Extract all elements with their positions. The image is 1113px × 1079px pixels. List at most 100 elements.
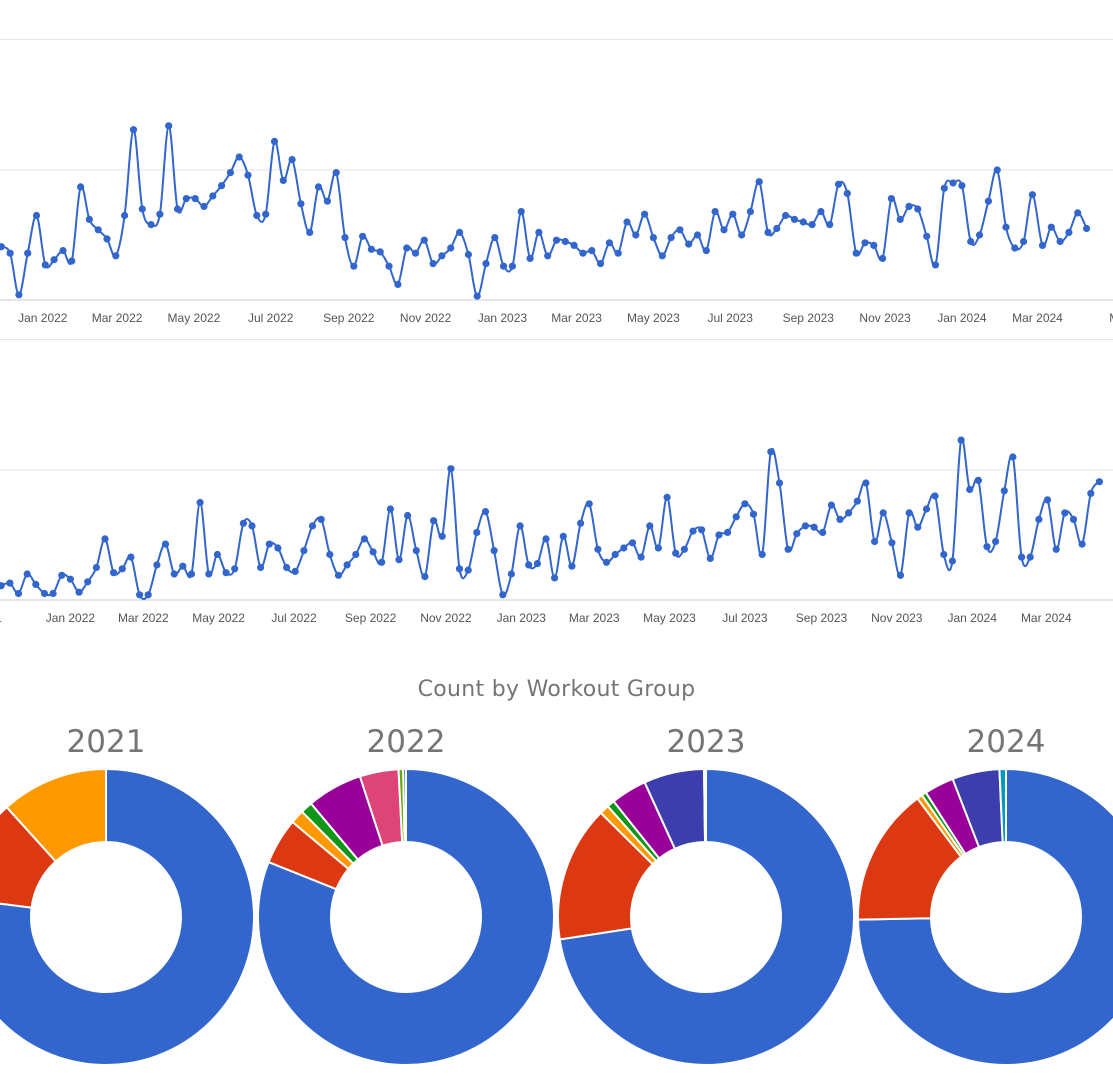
data-point <box>782 211 790 220</box>
x-tick-label: Jan 2024 <box>948 611 998 625</box>
data-point <box>984 197 993 205</box>
data-point <box>887 195 896 203</box>
donut-charts: 2021 2022 2023 2024 <box>0 724 1113 1066</box>
data-point <box>129 126 138 134</box>
data-point <box>1020 237 1028 246</box>
data-point <box>588 247 596 255</box>
data-point <box>1074 209 1082 217</box>
data-point <box>24 249 32 257</box>
data-point <box>369 548 377 556</box>
data-point <box>614 249 622 257</box>
data-point <box>403 244 411 252</box>
data-point <box>41 261 49 269</box>
x-tick-label: Jul 2023 <box>722 611 768 625</box>
data-point <box>732 513 740 521</box>
x-tick-label: Jul 2023 <box>708 311 754 325</box>
data-point <box>702 247 710 255</box>
data-point <box>992 537 1000 546</box>
data-point <box>1018 553 1026 561</box>
data-point <box>376 248 384 256</box>
data-point <box>15 291 23 299</box>
data-point <box>244 171 252 179</box>
data-point <box>420 236 428 244</box>
data-point <box>922 505 931 513</box>
x-tick-label: M <box>1109 311 1113 325</box>
data-point <box>931 492 939 500</box>
x-tick-label: Mar 2024 <box>1012 311 1063 325</box>
data-point <box>535 228 543 236</box>
data-point <box>161 540 170 548</box>
data-point <box>948 557 957 565</box>
x-tick-label: May 2022 <box>168 311 221 325</box>
data-point <box>852 249 860 257</box>
data-point <box>430 517 438 525</box>
data-point <box>473 528 481 536</box>
data-point <box>810 523 818 531</box>
data-point <box>628 539 637 547</box>
data-point <box>888 539 896 547</box>
data-point <box>257 563 265 572</box>
data-point <box>827 501 836 509</box>
data-point <box>341 234 349 242</box>
data-point <box>525 561 533 569</box>
data-point <box>49 589 57 598</box>
data-point <box>209 192 217 200</box>
data-point <box>118 565 126 573</box>
data-point <box>658 252 666 260</box>
data-point <box>367 245 375 253</box>
data-point <box>314 183 323 191</box>
data-point <box>359 232 367 240</box>
data-point <box>914 205 922 213</box>
data-point <box>715 531 723 539</box>
line-chart-2: 21 Jan 2022 Mar 2022 May 2022 Jul 2022 Sep 20… <box>0 436 1113 625</box>
data-point <box>594 545 602 553</box>
data-point <box>262 210 270 218</box>
x-tick-label: May 2022 <box>192 611 245 625</box>
data-point <box>153 561 161 569</box>
data-point <box>421 573 429 581</box>
data-point <box>50 256 58 264</box>
data-point <box>66 575 74 583</box>
data-point <box>836 515 844 523</box>
top-divider <box>0 39 1113 40</box>
data-point <box>680 545 689 553</box>
data-point <box>1078 540 1086 548</box>
data-point <box>110 569 118 577</box>
data-point <box>845 509 853 517</box>
data-point <box>32 211 41 220</box>
x-tick-label: Mar 2022 <box>118 611 169 625</box>
data-point <box>490 547 498 555</box>
data-point <box>235 153 243 161</box>
data-point <box>23 570 31 578</box>
data-point <box>958 182 966 190</box>
data-point <box>1083 224 1091 233</box>
data-point <box>698 526 706 534</box>
data-point <box>862 479 870 487</box>
data-point <box>92 563 100 572</box>
x-tick-label: Sep 2023 <box>783 311 835 325</box>
data-point <box>85 215 93 223</box>
data-point <box>360 535 368 543</box>
data-point <box>940 550 948 559</box>
data-point <box>559 532 567 540</box>
data-point <box>966 485 974 494</box>
data-point <box>597 260 605 268</box>
data-point <box>343 561 351 569</box>
data-point <box>394 280 402 288</box>
x-tick-label: 21 <box>0 611 2 625</box>
data-point <box>270 137 279 145</box>
data-point <box>632 231 640 239</box>
x-tick-label: Mar 2023 <box>551 311 602 325</box>
data-point <box>672 549 680 557</box>
data-point <box>526 254 534 262</box>
data-point <box>1035 515 1043 523</box>
data-point <box>649 234 658 242</box>
data-point <box>940 184 948 192</box>
data-point <box>274 544 282 552</box>
data-point <box>799 218 807 226</box>
middle-divider <box>0 339 1113 340</box>
x-tick-label: Mar 2023 <box>569 611 620 625</box>
data-point <box>764 228 772 236</box>
data-point <box>218 182 226 190</box>
data-point <box>127 553 135 561</box>
